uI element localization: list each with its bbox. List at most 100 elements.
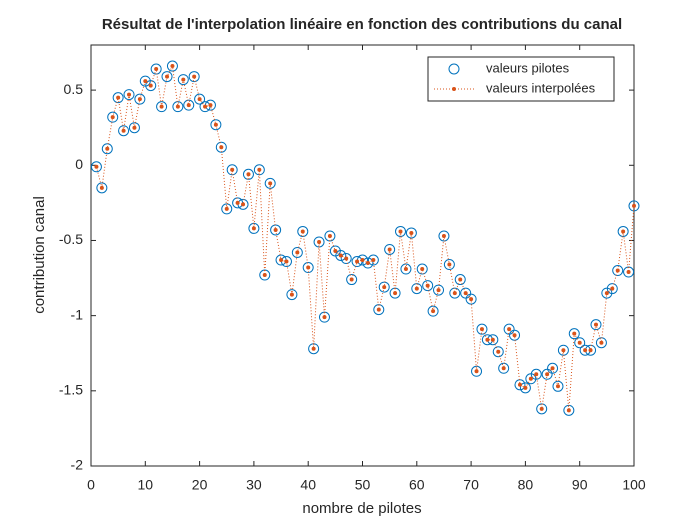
interpolated-dot bbox=[333, 248, 338, 253]
pilot-marker bbox=[156, 101, 168, 113]
interpolated-dot bbox=[273, 227, 278, 232]
pilot-marker bbox=[335, 250, 347, 261]
pilot-marker bbox=[150, 63, 162, 75]
interpolated-dot bbox=[186, 103, 191, 108]
interpolated-dot bbox=[338, 253, 343, 258]
interpolated-dot bbox=[241, 202, 246, 207]
interpolated-dot bbox=[452, 291, 457, 296]
chart-title: Résultat de l'interpolation linéaire en … bbox=[102, 16, 622, 33]
interpolated-dot bbox=[371, 258, 376, 263]
pilot-marker bbox=[177, 74, 189, 86]
interpolated-dot bbox=[224, 206, 229, 211]
pilot-marker bbox=[612, 265, 624, 277]
interpolated-dot bbox=[393, 291, 398, 296]
pilot-marker bbox=[367, 254, 379, 266]
y-tick-label: -2 bbox=[71, 457, 84, 473]
pilot-marker bbox=[422, 280, 434, 292]
interpolated-dot bbox=[632, 203, 636, 208]
interpolated-dot bbox=[523, 385, 528, 390]
interpolated-dot bbox=[403, 267, 408, 272]
interpolated-dot bbox=[463, 291, 468, 296]
interpolated-dot bbox=[485, 337, 490, 342]
x-tick-label: 30 bbox=[246, 477, 262, 493]
interpolated-dot bbox=[588, 348, 593, 353]
interpolated-dot bbox=[479, 327, 484, 332]
pilot-marker bbox=[574, 337, 586, 349]
pilot-marker bbox=[128, 122, 140, 134]
pilot-marker bbox=[454, 274, 466, 286]
interpolated-dot bbox=[512, 333, 517, 338]
legend-marker bbox=[448, 63, 460, 75]
x-tick-label: 10 bbox=[138, 477, 154, 493]
interpolated-dot bbox=[306, 265, 311, 270]
pilot-marker bbox=[242, 168, 254, 180]
pilot-marker bbox=[161, 71, 173, 83]
interpolated-dot bbox=[295, 250, 300, 255]
x-tick-label: 50 bbox=[355, 477, 371, 493]
interpolated-dot bbox=[322, 315, 327, 320]
interpolated-dot bbox=[213, 122, 218, 127]
legend-label: valeurs interpolées bbox=[486, 80, 596, 95]
pilot-marker bbox=[362, 257, 374, 269]
pilot-marker bbox=[590, 319, 602, 331]
interpolated-dot bbox=[534, 372, 539, 377]
x-tick-label: 60 bbox=[409, 477, 425, 493]
pilot-marker bbox=[373, 304, 385, 316]
pilot-marker bbox=[476, 323, 488, 335]
interpolated-dot bbox=[154, 67, 159, 72]
interpolated-dot bbox=[599, 340, 604, 345]
pilot-marker bbox=[96, 182, 108, 194]
interpolated-dot bbox=[300, 229, 305, 234]
pilot-marker bbox=[346, 274, 358, 286]
pilot-marker bbox=[270, 224, 282, 236]
interpolated-dot bbox=[279, 258, 284, 263]
pilot-marker bbox=[617, 225, 629, 237]
interpolated-dot bbox=[501, 366, 506, 371]
pilot-marker bbox=[536, 403, 548, 415]
pilot-marker bbox=[183, 99, 195, 111]
pilot-marker bbox=[194, 93, 206, 105]
pilot-marker bbox=[172, 101, 184, 113]
interpolated-dot bbox=[469, 297, 474, 302]
interpolated-dot bbox=[251, 226, 256, 231]
pilot-marker bbox=[395, 225, 407, 237]
x-tick-label: 20 bbox=[192, 477, 208, 493]
interpolated-dot bbox=[127, 92, 132, 97]
interpolated-dot bbox=[159, 104, 164, 109]
pilot-marker bbox=[302, 262, 314, 274]
pilot-marker bbox=[405, 227, 417, 239]
interpolated-dot bbox=[365, 261, 370, 266]
pilot-marker bbox=[547, 362, 559, 374]
x-tick-label: 40 bbox=[300, 477, 316, 493]
pilot-marker bbox=[438, 230, 450, 242]
interpolated-dot bbox=[197, 97, 202, 102]
pilot-marker bbox=[384, 243, 396, 255]
pilot-marker bbox=[541, 368, 553, 380]
interpolated-dot bbox=[148, 83, 153, 88]
interpolated-dot bbox=[165, 74, 170, 79]
pilot-marker bbox=[264, 177, 276, 189]
interpolated-dot bbox=[230, 167, 235, 172]
interpolated-dot bbox=[517, 382, 522, 387]
interpolated-dot bbox=[192, 74, 197, 79]
y-tick-label: -1.5 bbox=[59, 382, 83, 398]
interpolated-dot bbox=[132, 125, 137, 130]
interpolated-dot bbox=[425, 283, 430, 288]
interpolated-dot bbox=[284, 259, 289, 264]
pilot-marker bbox=[449, 287, 461, 299]
interpolated-dot bbox=[262, 273, 267, 278]
interpolated-dot bbox=[577, 340, 582, 345]
interpolated-dot bbox=[572, 331, 577, 336]
pilot-marker bbox=[471, 365, 483, 377]
interpolated-dot bbox=[593, 322, 598, 327]
pilot-marker bbox=[498, 362, 510, 374]
interpolated-dot bbox=[170, 64, 175, 69]
pilot-marker bbox=[503, 323, 515, 335]
interpolated-dot bbox=[555, 384, 560, 389]
x-tick-label: 90 bbox=[572, 477, 588, 493]
interpolated-dot bbox=[583, 348, 588, 353]
interpolated-dot bbox=[355, 259, 360, 264]
interpolated-dot bbox=[610, 286, 615, 291]
pilot-marker bbox=[433, 284, 445, 296]
pilot-marker bbox=[291, 246, 303, 258]
